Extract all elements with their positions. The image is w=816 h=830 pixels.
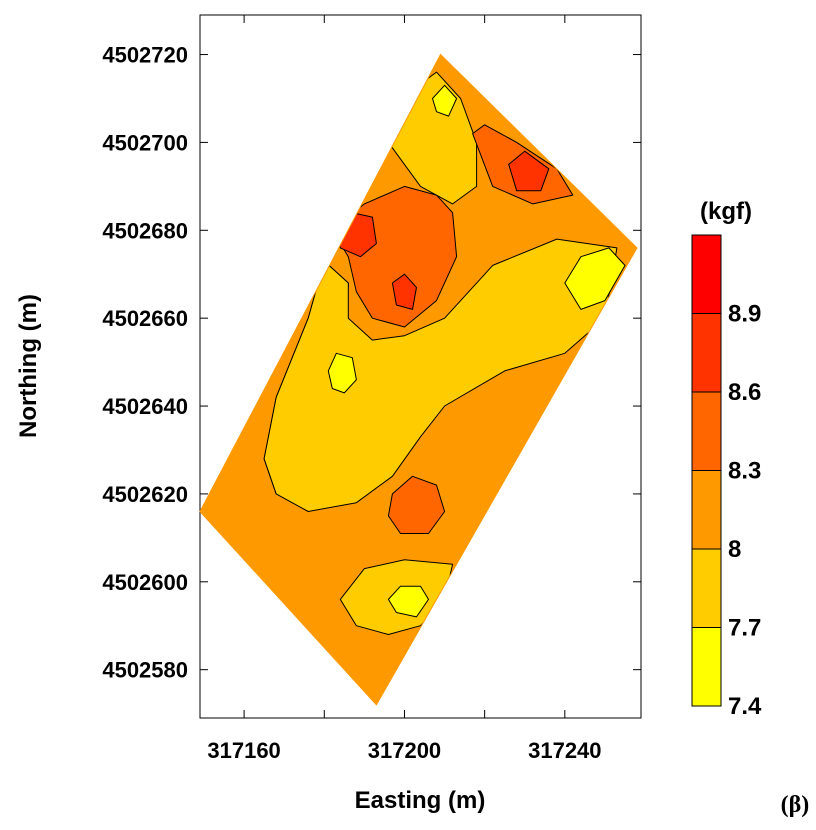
legend-level-label-1: 7.7 <box>728 615 761 642</box>
y-tick-label-3: 4502640 <box>102 394 188 419</box>
y-tick-label-5: 4502680 <box>102 218 188 243</box>
panel-label: (β) <box>781 792 810 818</box>
legend-swatch-4 <box>691 313 722 393</box>
x-axis-tick-labels: 317160 317200 317240 <box>207 738 601 763</box>
contour-region-6 <box>387 475 446 534</box>
legend-swatch-1 <box>691 548 722 628</box>
color-legend: 7.4 7.7 8 8.3 8.6 8.9 <box>691 234 762 720</box>
legend-swatch-3 <box>691 391 722 471</box>
legend-swatch-5 <box>691 234 722 314</box>
legend-level-label-0: 7.4 <box>728 693 762 720</box>
field-outline <box>199 53 638 706</box>
legend-level-label-3: 8.3 <box>728 458 761 485</box>
legend-title: (kgf) <box>700 198 752 225</box>
legend-swatch-2 <box>691 470 722 550</box>
y-tick-label-0: 4502580 <box>102 658 188 683</box>
y-tick-label-7: 4502720 <box>102 43 188 68</box>
legend-level-label-2: 8 <box>728 536 741 563</box>
contour-region-11 <box>564 247 626 310</box>
contour-region-8 <box>508 150 550 192</box>
contour-region-9 <box>391 273 417 310</box>
y-tick-label-6: 4502700 <box>102 130 188 155</box>
contour-region-12 <box>432 84 458 117</box>
legend-level-label-5: 8.9 <box>728 301 761 328</box>
legend-swatch-0 <box>691 627 722 707</box>
y-tick-label-4: 4502660 <box>102 306 188 331</box>
x-tick-label-2: 317240 <box>528 738 601 763</box>
field-edge <box>199 53 638 706</box>
x-axis-title: Easting (m) <box>355 787 486 814</box>
x-tick-label-1: 317200 <box>368 738 441 763</box>
contour-region-10 <box>327 352 357 394</box>
x-tick-label-0: 317160 <box>207 738 280 763</box>
y-axis-title: Northing (m) <box>15 294 42 438</box>
y-tick-label-2: 4502620 <box>102 482 188 507</box>
axis-ticks <box>200 15 641 718</box>
y-axis-tick-labels: 4502580 4502600 4502620 4502640 4502660 45026… <box>102 43 188 683</box>
legend-level-label-4: 8.6 <box>728 379 761 406</box>
y-tick-label-1: 4502600 <box>102 570 188 595</box>
contour-region-13 <box>387 585 429 618</box>
